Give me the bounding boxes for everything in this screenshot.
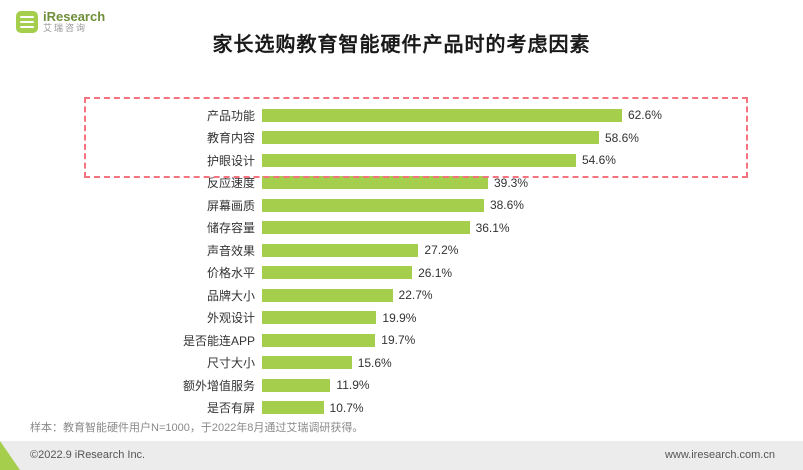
bar [262,401,324,415]
bar-label: 教育内容 [206,131,255,146]
bar-value: 27.2% [424,243,459,258]
bar-label: 价格水平 [206,266,255,281]
bar-row: 价格水平 26.1% [90,262,748,285]
iresearch-logo-icon [16,10,38,33]
bar-row: 品牌大小 22.7% [90,284,748,307]
bar-label: 是否能连APP [182,333,255,348]
bar-label: 额外增值服务 [182,378,255,393]
bar-label: 储存容量 [206,221,255,236]
bar-row: 护眼设计 54.6% [90,149,748,172]
bar [262,108,622,122]
bar-value: 36.1% [475,220,510,235]
bar-value: 39.3% [493,175,528,190]
logo-text: iResearch 艾瑞咨询 [43,10,105,33]
bar-value: 19.9% [382,310,417,325]
bar [262,378,331,392]
bar-value: 15.6% [357,355,392,370]
bar-label: 声音效果 [206,243,255,258]
logo-subtitle: 艾瑞咨询 [43,22,88,33]
bar-value: 38.6% [489,198,524,213]
bar-row: 声音效果 27.2% [90,239,748,262]
bar-label: 是否有屏 [206,401,255,416]
bar-row: 储存容量 36.1% [90,217,748,240]
bar-row: 尺寸大小 15.6% [90,352,748,375]
bar-value: 62.6% [627,108,662,123]
bar [262,266,413,280]
footer-green-triangle-icon [0,441,20,470]
bar-chart: 产品功能 62.6% 教育内容 58.6% 护眼设计 54.6% 反应速度 39.3% 屏幕画质… [84,97,748,419]
bar-row: 屏幕画质 38.6% [90,194,748,217]
footer-strip: ©2022.9 iResearch Inc. www.iresearch.com… [0,441,803,470]
bar-value: 22.7% [398,288,433,303]
bar-label: 反应速度 [206,176,255,191]
bar [262,221,470,235]
bar [262,288,393,302]
logo: iResearch 艾瑞咨询 [16,10,105,33]
bar-row: 是否有屏 10.7% [90,397,748,420]
logo-brand: iResearch [43,9,106,24]
bar-label: 产品功能 [206,108,255,123]
bar-label: 外观设计 [206,311,255,326]
bar [262,243,419,257]
bar-label: 尺寸大小 [206,356,255,371]
bar-value: 54.6% [581,153,616,168]
chart-title: 家长选购教育智能硬件产品时的考虑因素 [212,34,591,56]
bar-row: 反应速度 39.3% [90,172,748,195]
bar-row: 教育内容 58.6% [90,127,748,150]
sample-footnote: 样本：教育智能硬件用户N=1000，于2022年8月通过艾瑞调研获得。 [30,422,364,434]
bar-value: 58.6% [604,130,639,145]
bar-label: 护眼设计 [206,153,255,168]
bar-value: 19.7% [381,333,416,348]
bar [262,131,599,145]
bar [262,311,377,325]
bar-value: 11.9% [336,378,370,393]
bar-row: 外观设计 19.9% [90,307,748,330]
bar-row: 额外增值服务 11.9% [90,374,748,397]
bar [262,198,484,212]
bar [262,153,576,167]
website-text: www.iresearch.com.cn [664,449,775,461]
bar [262,176,488,190]
bar-value: 26.1% [418,265,453,280]
chart-rows: 产品功能 62.6% 教育内容 58.6% 护眼设计 54.6% 反应速度 39.3% 屏幕画质… [90,104,748,419]
bar-value: 10.7% [329,400,364,415]
bar-row: 是否能连APP 19.7% [90,329,748,352]
bar-label: 屏幕画质 [206,198,255,213]
bar [262,333,376,347]
copyright-text: ©2022.9 iResearch Inc. [30,449,146,461]
bar [262,356,352,370]
bar-row: 产品功能 62.6% [90,104,748,127]
bar-label: 品牌大小 [206,288,255,303]
